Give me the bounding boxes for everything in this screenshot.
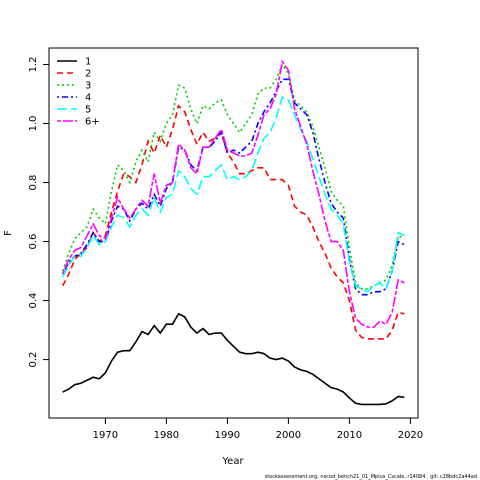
y-tick-label: 0.4: [28, 293, 39, 309]
series-line: [61, 104, 405, 340]
legend-label: 5: [85, 105, 91, 116]
y-axis-label: F: [3, 230, 14, 236]
y-tick-label: 1.0: [28, 116, 39, 132]
legend-label: 3: [85, 81, 91, 92]
x-tick-label: 2010: [337, 430, 362, 441]
x-axis-label: Year: [221, 456, 244, 467]
legend-label: 2: [85, 69, 91, 80]
y-tick-label: 1.2: [28, 57, 39, 73]
footer: stockassessment.org, nscod_bench21_01_Mp…: [265, 474, 477, 480]
series-line: [61, 78, 405, 296]
x-tick-label: 1970: [93, 430, 118, 441]
plot-frame: [48, 47, 419, 419]
y-tick-label: 0.8: [28, 175, 39, 191]
legend-label: 1: [85, 57, 91, 68]
y-tick-label: 0.2: [28, 352, 39, 368]
series-line: [62, 312, 405, 406]
x-tick-label: 2000: [276, 430, 301, 441]
x-tick-label: 1980: [154, 430, 179, 441]
x-tick-label: 2020: [398, 430, 423, 441]
y-tick-label: 0.6: [28, 234, 39, 250]
series-line: [61, 59, 405, 328]
legend-label: 4: [85, 93, 91, 104]
x-tick-label: 1990: [215, 430, 240, 441]
series-line: [61, 95, 405, 293]
legend-label: 6+: [85, 117, 100, 128]
